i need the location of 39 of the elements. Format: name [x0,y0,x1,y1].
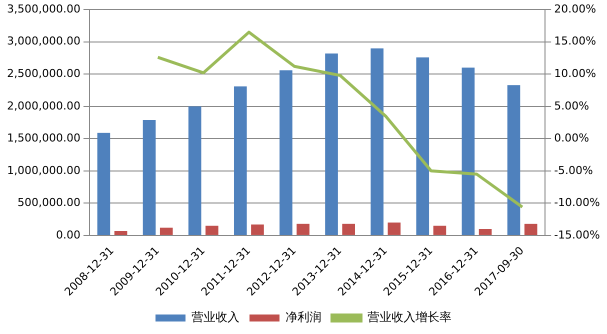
y-tick-label: 2,000,000.00 [6,99,80,112]
y-tick-label: 0.00 [56,228,80,242]
bar [206,226,218,235]
bar [251,224,264,235]
bar [524,224,538,235]
legend-label: 营业收入 [192,310,240,324]
y2-tick-label: 0.00% [554,132,590,145]
bar [325,53,338,235]
bar [342,224,356,235]
legend-label: 营业收入增长率 [368,310,452,324]
bar [478,229,492,235]
y2-tick-label: -5.00% [554,164,594,177]
y-tick-label: 500,000.00 [17,196,80,210]
y2-tick-label: 20.00% [554,2,596,16]
y2-tick-label: -15.00% [554,228,600,242]
bar [142,120,156,235]
bar [296,224,310,235]
y-tick-label: 3,000,000.00 [6,34,80,48]
y-tick-label: 1,500,000.00 [6,132,80,145]
bar [160,228,173,235]
y2-tick-label: -10.00% [554,196,600,210]
y2-tick-label: 5.00% [554,99,590,112]
bar [388,222,401,235]
y2-tick-label: 10.00% [554,66,596,80]
y-tick-label: 3,500,000.00 [6,2,80,16]
bar [370,48,384,235]
bar [97,132,110,235]
bar [234,86,247,235]
bar [507,85,520,235]
legend-label: 净利润 [286,310,322,324]
bar [462,68,475,235]
y-tick-label: 2,500,000.00 [6,66,80,80]
bar [114,230,128,235]
bar [433,226,446,235]
y2-tick-label: 15.00% [554,34,596,48]
bar [188,106,202,235]
bar [416,57,430,235]
y-tick-label: 1,000,000.00 [6,164,80,177]
bar [280,70,292,235]
